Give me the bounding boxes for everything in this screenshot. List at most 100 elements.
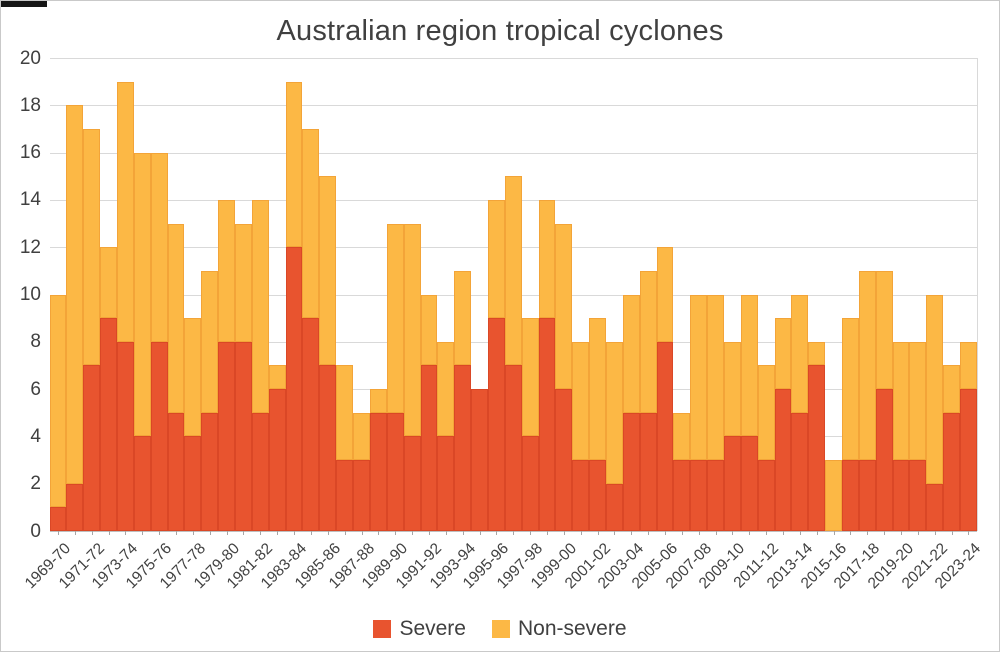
bar-1971-72 bbox=[83, 58, 101, 531]
bar-segment-non-severe bbox=[336, 365, 354, 461]
x-tick bbox=[816, 531, 818, 535]
x-tick bbox=[833, 531, 835, 535]
bar-1984-85 bbox=[302, 58, 320, 531]
bar-segment-non-severe bbox=[808, 341, 826, 366]
bar-segment-non-severe bbox=[167, 223, 185, 413]
bar-segment-non-severe bbox=[892, 341, 910, 461]
bar-segment-severe bbox=[66, 483, 84, 531]
bar-2007-08 bbox=[690, 58, 708, 531]
bar-segment-severe bbox=[235, 341, 252, 531]
bar-2010-11 bbox=[740, 58, 758, 531]
bar-segment-severe bbox=[960, 389, 977, 531]
bar-segment-severe bbox=[353, 460, 370, 531]
bar-segment-non-severe bbox=[926, 294, 944, 484]
legend-label: Non-severe bbox=[517, 617, 627, 640]
bar-segment-severe bbox=[656, 341, 674, 531]
bar-segment-severe bbox=[437, 436, 455, 531]
x-tick bbox=[496, 531, 498, 535]
bar-segment-non-severe bbox=[437, 341, 455, 437]
bar-2004-05 bbox=[639, 58, 657, 531]
x-tick bbox=[901, 531, 903, 535]
bar-segment-severe bbox=[184, 436, 202, 531]
y-axis-label: 10 bbox=[19, 284, 41, 305]
bar-segment-non-severe bbox=[353, 412, 370, 461]
bar-segment-non-severe bbox=[454, 270, 472, 366]
x-tick bbox=[698, 531, 700, 535]
y-axis-label: 0 bbox=[30, 520, 41, 542]
x-tick bbox=[664, 531, 666, 535]
bar-segment-severe bbox=[740, 436, 758, 531]
bar-segment-non-severe bbox=[858, 270, 876, 461]
y-axis-label: 20 bbox=[19, 47, 41, 69]
x-tick bbox=[513, 531, 515, 535]
x-tick bbox=[58, 531, 60, 535]
bar-1988-89 bbox=[369, 58, 387, 531]
x-tick bbox=[766, 531, 768, 535]
bar-2018-19 bbox=[875, 58, 893, 531]
bar-2009-10 bbox=[723, 58, 741, 531]
bar-segment-severe bbox=[808, 365, 826, 531]
bar-segment-non-severe bbox=[875, 270, 893, 390]
bar-1970-71 bbox=[66, 58, 84, 531]
x-tick bbox=[176, 531, 178, 535]
bar-2020-21 bbox=[909, 58, 927, 531]
bar-segment-non-severe bbox=[100, 247, 118, 319]
bar-segment-non-severe bbox=[420, 294, 438, 366]
bar-1987-88 bbox=[353, 58, 370, 531]
legend-item-severe: Severe bbox=[373, 617, 466, 641]
x-tick bbox=[192, 531, 194, 535]
screenshot-edge-artifact bbox=[1, 1, 47, 7]
bar-1993-94 bbox=[454, 58, 472, 531]
y-axis-label: 14 bbox=[19, 189, 41, 211]
bar-segment-severe bbox=[403, 436, 421, 531]
x-tick bbox=[917, 531, 919, 535]
bar-segment-non-severe bbox=[740, 294, 758, 437]
x-tick bbox=[428, 531, 430, 535]
bar-2012-13 bbox=[774, 58, 792, 531]
bar-segment-severe bbox=[622, 412, 640, 531]
bar-segment-non-severe bbox=[622, 294, 640, 413]
bar-segment-non-severe bbox=[504, 176, 522, 366]
bar-2000-01 bbox=[572, 58, 590, 531]
x-tick bbox=[159, 531, 161, 535]
bar-segment-non-severe bbox=[757, 365, 775, 461]
bar-1979-80 bbox=[218, 58, 236, 531]
bar-2011-12 bbox=[757, 58, 775, 531]
y-axis-label: 4 bbox=[30, 425, 41, 447]
bar-segment-non-severe bbox=[774, 318, 792, 390]
bar-1998-99 bbox=[538, 58, 556, 531]
bar-segment-severe bbox=[117, 341, 134, 531]
bar-segment-severe bbox=[555, 389, 573, 531]
bar-1989-90 bbox=[386, 58, 404, 531]
bar-segment-non-severe bbox=[133, 152, 151, 437]
x-tick bbox=[715, 531, 717, 535]
bar-segment-severe bbox=[639, 412, 657, 531]
bar-segment-severe bbox=[605, 483, 623, 531]
bar-segment-severe bbox=[150, 341, 168, 531]
bar-segment-non-severe bbox=[842, 318, 859, 461]
x-tick bbox=[479, 531, 481, 535]
bar-segment-severe bbox=[589, 460, 606, 531]
x-tick bbox=[580, 531, 582, 535]
bar-1978-79 bbox=[201, 58, 219, 531]
bar-1974-75 bbox=[133, 58, 151, 531]
x-tick bbox=[412, 531, 414, 535]
bar-2023-24 bbox=[960, 58, 977, 531]
bar-2013-14 bbox=[791, 58, 809, 531]
bar-segment-severe bbox=[369, 412, 387, 531]
bar-2019-20 bbox=[892, 58, 910, 531]
bar-segment-non-severe bbox=[251, 199, 269, 413]
x-tick bbox=[749, 531, 751, 535]
bar-segment-severe bbox=[336, 460, 354, 531]
bar-1976-77 bbox=[167, 58, 185, 531]
bar-2022-23 bbox=[943, 58, 961, 531]
legend-label: Severe bbox=[399, 617, 466, 640]
x-tick bbox=[934, 531, 936, 535]
x-tick bbox=[327, 531, 329, 535]
bar-2017-18 bbox=[858, 58, 876, 531]
x-tick bbox=[260, 531, 262, 535]
bar-segment-severe bbox=[49, 507, 67, 531]
bar-2006-07 bbox=[673, 58, 691, 531]
bar-segment-non-severe bbox=[201, 270, 219, 413]
bar-segment-severe bbox=[83, 365, 101, 531]
